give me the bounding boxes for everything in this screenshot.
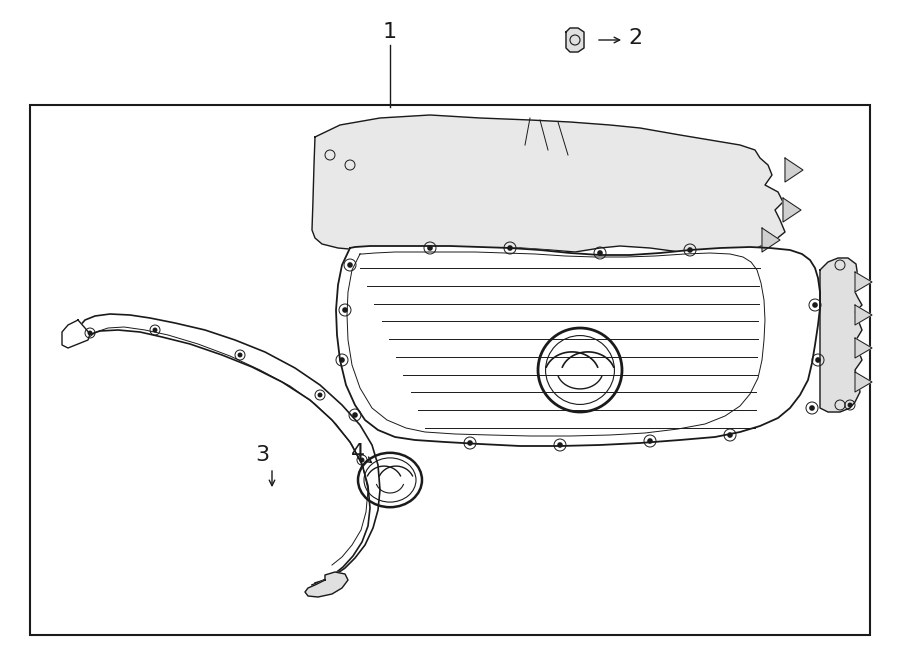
Circle shape <box>648 439 652 443</box>
Text: 2: 2 <box>628 28 642 48</box>
Polygon shape <box>312 115 785 258</box>
Circle shape <box>468 441 472 445</box>
Circle shape <box>728 433 732 437</box>
Circle shape <box>353 413 357 417</box>
Polygon shape <box>305 572 348 597</box>
Polygon shape <box>855 305 872 325</box>
Circle shape <box>508 246 512 250</box>
Circle shape <box>816 358 820 362</box>
Circle shape <box>558 443 562 447</box>
Circle shape <box>688 248 692 252</box>
Circle shape <box>88 331 92 334</box>
Polygon shape <box>785 158 803 182</box>
Circle shape <box>598 251 602 255</box>
Polygon shape <box>855 272 872 292</box>
Circle shape <box>810 406 814 410</box>
Polygon shape <box>78 314 380 585</box>
Polygon shape <box>855 338 872 358</box>
Polygon shape <box>820 258 862 412</box>
Circle shape <box>813 303 817 307</box>
Circle shape <box>360 458 364 462</box>
Polygon shape <box>336 246 820 446</box>
Circle shape <box>238 353 242 357</box>
Circle shape <box>343 308 347 312</box>
Polygon shape <box>62 320 90 348</box>
Polygon shape <box>566 28 584 52</box>
Circle shape <box>428 246 432 250</box>
Circle shape <box>348 263 352 267</box>
Polygon shape <box>855 372 872 392</box>
Circle shape <box>153 329 157 332</box>
Polygon shape <box>762 228 780 252</box>
Polygon shape <box>783 198 801 222</box>
Circle shape <box>340 358 344 362</box>
Circle shape <box>319 393 322 397</box>
Text: 1: 1 <box>382 22 397 42</box>
Text: 3: 3 <box>255 445 269 465</box>
Circle shape <box>848 403 851 407</box>
Bar <box>30 105 870 635</box>
Text: 4: 4 <box>351 443 365 463</box>
